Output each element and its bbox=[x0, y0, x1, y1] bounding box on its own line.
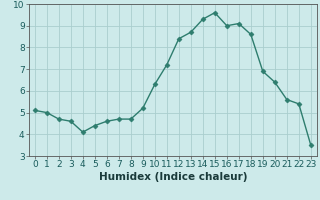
X-axis label: Humidex (Indice chaleur): Humidex (Indice chaleur) bbox=[99, 172, 247, 182]
